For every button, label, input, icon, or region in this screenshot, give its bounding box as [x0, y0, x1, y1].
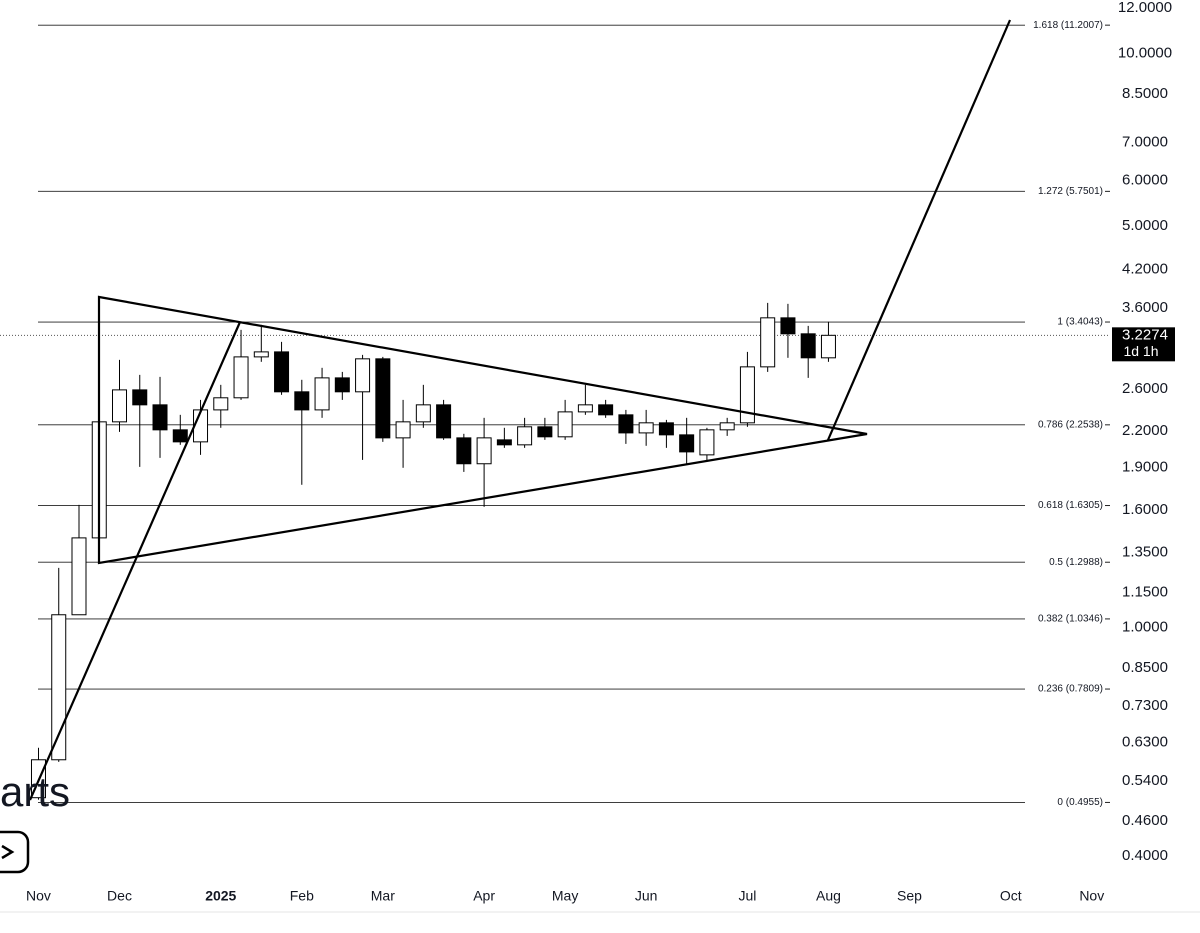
candle-body: [598, 404, 614, 416]
y-tick-label: 7.0000: [1122, 133, 1168, 150]
projection-line: [826, 19, 1012, 441]
candle-body: [355, 358, 371, 393]
candle-body: [456, 437, 472, 465]
fib-label: 0.786 (2.2538): [1038, 419, 1103, 430]
y-tick-label: 12.0000: [1118, 0, 1172, 16]
x-tick-label: Dec: [107, 888, 132, 904]
candle-body: [112, 389, 128, 423]
candle-body: [294, 391, 310, 411]
fib-label: 0.5 (1.2988): [1049, 557, 1103, 568]
y-tick-label: 1.0000: [1122, 618, 1168, 635]
fib-label: 1 (3.4043): [1057, 317, 1103, 328]
x-tick-label: Jul: [738, 888, 756, 904]
watermark: arts: [0, 768, 70, 815]
axes: 12.0000 10.0000 8.5000 7.0000 6.0000 5.0000 4.…: [26, 0, 1175, 904]
candle-body: [618, 414, 634, 434]
x-tick-label: 2025: [205, 888, 236, 904]
x-tick-label: May: [552, 888, 578, 904]
candle-body: [51, 614, 67, 761]
y-tick-label: 5.0000: [1122, 217, 1168, 234]
triangle-drawing: [97, 295, 868, 565]
candle-body: [132, 389, 148, 406]
countdown-label: 1d 1h: [1123, 343, 1158, 359]
candle-body: [719, 422, 735, 431]
candle-body: [739, 366, 755, 424]
y-tick-label: 0.7300: [1122, 697, 1168, 714]
fib-label: 0.382 (1.0346): [1038, 614, 1103, 625]
candle-body: [476, 437, 492, 465]
x-tick-label: Nov: [26, 888, 51, 904]
fib-label: 0 (0.4955): [1057, 797, 1103, 808]
candle-body: [537, 426, 553, 438]
candle-body: [213, 397, 229, 411]
candle-body: [395, 421, 411, 439]
y-tick-label: 0.6300: [1122, 734, 1168, 751]
y-tick-label: 0.4600: [1122, 812, 1168, 829]
y-tick-label: 0.5400: [1122, 772, 1168, 789]
x-tick-label: Aug: [816, 888, 841, 904]
candle-body: [152, 404, 168, 431]
candle-body: [780, 317, 796, 335]
y-tick-label: 4.2000: [1122, 261, 1168, 278]
candle-body: [233, 356, 249, 399]
x-tick-label: Jun: [635, 888, 658, 904]
candle-body: [577, 404, 593, 413]
candle-body: [557, 411, 573, 438]
price-label-box: [1112, 327, 1175, 362]
candle-body: [699, 429, 715, 456]
candle-body: [274, 351, 290, 393]
candle-body: [679, 434, 695, 453]
candle-body: [517, 426, 533, 446]
y-tick-label: 10.0000: [1118, 44, 1172, 61]
watermark-group: arts: [0, 768, 70, 874]
watermark-arrow: [1, 844, 15, 860]
drawings: [28, 19, 1012, 801]
candle-body: [760, 317, 776, 368]
candle-body: [172, 429, 188, 443]
x-tick-label: Apr: [473, 888, 495, 904]
candle-body: [193, 409, 209, 443]
fib-label: 0.618 (1.6305): [1038, 500, 1103, 511]
y-tick-label: 2.2000: [1122, 422, 1168, 439]
x-tick-label: Feb: [290, 888, 314, 904]
candle-body: [638, 422, 654, 434]
candles: [30, 302, 836, 800]
y-tick-label: 1.6000: [1122, 501, 1168, 518]
fib-label: 1.272 (5.7501): [1038, 186, 1103, 197]
watermark-icon: [0, 830, 30, 874]
x-tick-label: Oct: [1000, 888, 1022, 904]
candle-body: [800, 333, 816, 359]
candle-body: [436, 404, 452, 439]
candle-body: [375, 358, 391, 439]
candle-body: [71, 537, 87, 616]
trend-line: [28, 321, 242, 801]
fib-label: 0.236 (0.7809): [1038, 684, 1103, 695]
y-tick-label: 1.3500: [1122, 544, 1168, 561]
fib-label: 1.618 (11.2007): [1033, 20, 1103, 31]
y-tick-label: 0.8500: [1122, 659, 1168, 676]
y-tick-label: 8.5000: [1122, 85, 1168, 102]
y-tick-label: 1.9000: [1122, 458, 1168, 475]
y-tick-label: 2.6000: [1122, 380, 1168, 397]
x-tick-label: Sep: [897, 888, 922, 904]
x-tick-label: Mar: [371, 888, 395, 904]
current-price-label: 3.2274: [1122, 326, 1168, 343]
x-tick-label: Nov: [1079, 888, 1104, 904]
candle-body: [415, 404, 431, 423]
candle-body: [658, 422, 674, 436]
fib-layer: 1.618 (11.2007) 1.272 (5.7501) 1 (3.4043) 0…: [0, 20, 1110, 808]
y-tick-label: 0.4000: [1122, 847, 1168, 864]
candle-body: [334, 377, 350, 393]
candle-body: [253, 351, 269, 358]
candle-body: [314, 377, 330, 411]
candle-body: [820, 334, 836, 359]
y-tick-label: 6.0000: [1122, 172, 1168, 189]
candle-body: [496, 439, 512, 446]
y-tick-label: 3.6000: [1122, 299, 1168, 316]
y-tick-label: 1.1500: [1122, 584, 1168, 601]
